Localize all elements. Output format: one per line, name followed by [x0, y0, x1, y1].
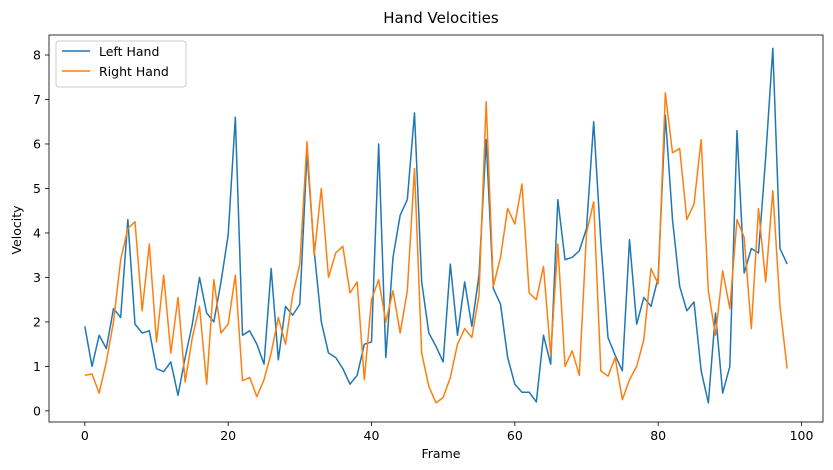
- y-tick-label: 4: [33, 225, 41, 240]
- x-axis-label: Frame: [422, 446, 461, 461]
- x-tick-label: 80: [650, 428, 666, 443]
- y-axis: 0 1 2 3 4 5 6 7 8: [33, 48, 49, 418]
- y-tick-label: 8: [33, 48, 41, 63]
- x-tick-label: 20: [220, 428, 236, 443]
- y-tick-label: 3: [33, 270, 41, 285]
- plot-area: [84, 47, 788, 404]
- x-tick-label: 0: [81, 428, 89, 443]
- x-axis: 0 20 40 60 80 100: [81, 422, 814, 443]
- legend-box: [55, 40, 187, 88]
- y-axis-label: Velocity: [9, 205, 24, 255]
- y-tick-label: 1: [33, 359, 41, 374]
- legend: Left Hand Right Hand: [55, 40, 187, 88]
- series-line-left-hand: [84, 47, 788, 404]
- y-tick-label: 2: [33, 314, 41, 329]
- series-line-right-hand: [84, 92, 788, 404]
- legend-label-right-hand: Right Hand: [99, 64, 169, 79]
- x-tick-label: 100: [790, 428, 814, 443]
- y-tick-label: 6: [33, 136, 41, 151]
- chart-title: Hand Velocities: [383, 9, 499, 27]
- axes-frame: [48, 34, 824, 423]
- x-tick-label: 60: [507, 428, 523, 443]
- y-tick-label: 0: [33, 403, 41, 418]
- legend-label-left-hand: Left Hand: [99, 44, 159, 59]
- y-tick-label: 7: [33, 92, 41, 107]
- y-tick-label: 5: [33, 181, 41, 196]
- x-tick-label: 40: [364, 428, 380, 443]
